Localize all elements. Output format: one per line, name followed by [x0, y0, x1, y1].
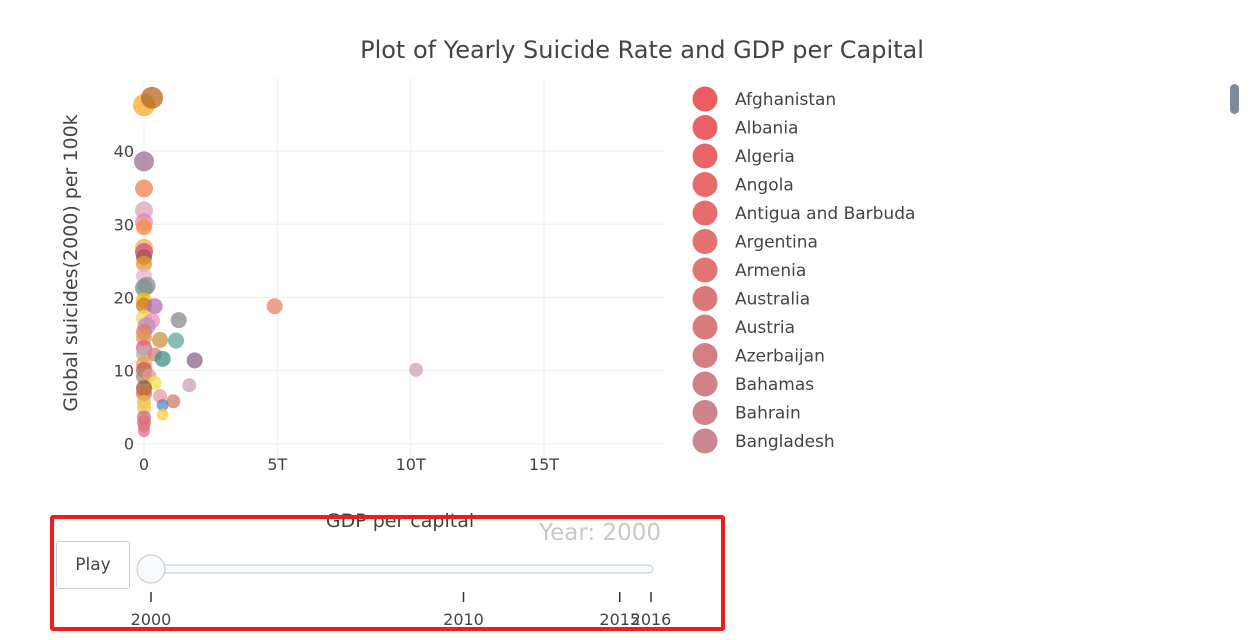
legend-item-label[interactable]: Azerbaijan: [735, 347, 825, 367]
scatter-point[interactable]: [266, 298, 283, 315]
scatter-point[interactable]: [138, 425, 150, 438]
grid-layer: [120, 78, 664, 462]
legend-item-label[interactable]: Armenia: [735, 261, 806, 281]
legend-item-label[interactable]: Angola: [735, 176, 794, 196]
legend-item-label[interactable]: Australia: [735, 290, 810, 310]
scatter-point[interactable]: [156, 408, 169, 421]
legend-marker[interactable]: [692, 200, 718, 226]
slider-tick-label[interactable]: 2010: [443, 610, 484, 629]
legend: Afghanistan Albania Algeria Angola Antigua a…: [692, 86, 915, 454]
y-tick-label: 10: [114, 362, 134, 381]
legend-marker[interactable]: [692, 86, 718, 112]
legend-marker[interactable]: [692, 257, 718, 283]
axis-layer: 0 5T 10T 15T 0 10 20 30 40: [114, 142, 560, 474]
scatter-point[interactable]: [136, 255, 152, 272]
play-button[interactable]: Play: [56, 541, 130, 589]
scatter-point[interactable]: [141, 86, 163, 109]
legend-marker[interactable]: [692, 229, 718, 254]
legend-item-label[interactable]: Austria: [735, 318, 795, 338]
legend-item-label[interactable]: Bahrain: [735, 404, 801, 424]
scatter-point[interactable]: [135, 179, 153, 198]
legend-item-label[interactable]: Bahamas: [735, 375, 814, 395]
x-tick-label: 10T: [396, 455, 426, 474]
slider-handle[interactable]: [136, 554, 166, 584]
y-tick-label: 30: [114, 215, 134, 234]
legend-item-label[interactable]: Bangladesh: [735, 432, 835, 452]
legend-item-label[interactable]: Algeria: [735, 147, 795, 167]
scatter-point[interactable]: [166, 394, 181, 409]
legend-item-label[interactable]: Albania: [735, 119, 798, 139]
scatter-point[interactable]: [156, 398, 169, 411]
legend-marker[interactable]: [692, 371, 718, 397]
scatter-point[interactable]: [168, 332, 184, 349]
y-tick-label: 20: [114, 288, 134, 307]
legend-scrollbar[interactable]: [1230, 84, 1239, 114]
legend-marker[interactable]: [692, 172, 718, 197]
chart-title: Plot of Yearly Suicide Rate and GDP per …: [360, 36, 924, 64]
legend-marker[interactable]: [692, 428, 718, 454]
y-tick-label: 40: [114, 142, 134, 161]
legend-marker[interactable]: [692, 400, 718, 425]
slider-rail[interactable]: [140, 564, 654, 574]
scatter-point[interactable]: [137, 276, 156, 295]
x-tick-label: 0: [139, 455, 149, 474]
y-axis-label: Global suicides(2000) per 100k: [60, 114, 82, 411]
legend-item-label[interactable]: Argentina: [735, 233, 818, 253]
scatter-point[interactable]: [170, 312, 187, 329]
points-layer: [133, 86, 423, 438]
legend-item-label[interactable]: Afghanistan: [735, 90, 836, 110]
scatter-point[interactable]: [136, 219, 152, 236]
scatter-point[interactable]: [409, 362, 423, 377]
x-axis-label: GDP per capital: [326, 510, 474, 532]
slider-tick-label[interactable]: 2016: [631, 610, 672, 629]
scatter-point[interactable]: [152, 331, 168, 348]
slider-current-year: Year: 2000: [538, 520, 661, 546]
scatter-point[interactable]: [154, 350, 171, 367]
legend-marker[interactable]: [692, 286, 718, 311]
x-tick-label: 15T: [529, 455, 559, 474]
slider-tick-label[interactable]: 2015: [599, 610, 640, 629]
scatter-point[interactable]: [186, 352, 203, 369]
y-tick-label: 0: [124, 435, 134, 454]
x-tick-label: 5T: [267, 455, 287, 474]
legend-marker[interactable]: [692, 115, 718, 140]
slider-tick-label[interactable]: 2000: [131, 610, 172, 629]
legend-marker[interactable]: [692, 314, 718, 340]
scatter-point[interactable]: [182, 378, 197, 393]
legend-marker[interactable]: [692, 143, 718, 169]
legend-item-label[interactable]: Antigua and Barbuda: [735, 204, 915, 224]
scatter-point[interactable]: [146, 298, 163, 315]
legend-marker[interactable]: [692, 343, 718, 368]
scatter-point[interactable]: [134, 151, 154, 172]
